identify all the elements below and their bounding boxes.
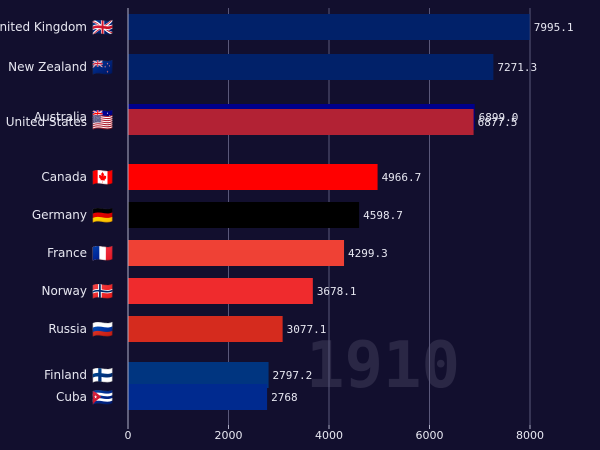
category-label: New Zealand [8,60,87,74]
bars: 7995.1 United Kingdom 🇬🇧 7271.3 New Zealand 🇳… [0,14,574,410]
flag-icon: 🇫🇷 [92,244,113,264]
category-label: United Kingdom [0,20,87,34]
x-tick-label: 8000 [516,429,544,442]
category-label: Russia [48,322,87,336]
x-tick-label: 0 [125,429,132,442]
value-label: 6899.0 [479,111,519,124]
x-tick-label: 6000 [416,429,444,442]
flag-icon: 🇦🇺 [92,107,113,128]
value-label: 7995.1 [534,21,574,34]
category-label: Canada [41,170,87,184]
flag-icon: 🇩🇪 [92,206,113,226]
value-label: 4299.3 [348,247,388,260]
bar [128,14,530,40]
flag-icon: 🇫🇮 [92,366,113,386]
x-tick-label: 4000 [315,429,343,442]
value-label: 3077.1 [287,323,327,336]
bar [128,202,360,228]
flag-icon: 🇬🇧 [92,18,113,38]
bar [128,54,494,80]
value-label: 3678.1 [317,285,357,298]
value-label: 2797.2 [273,369,313,382]
value-label: 2768 [271,391,298,404]
bar [128,384,268,410]
value-label: 4966.7 [382,171,422,184]
category-label: Germany [32,208,87,222]
value-label: 7271.3 [497,61,537,74]
category-label: France [47,246,87,260]
bar [128,109,474,135]
bar [128,164,378,190]
x-tick-label: 2000 [215,429,243,442]
category-label: Norway [41,284,87,298]
flag-icon: 🇳🇿 [92,58,113,78]
bar [128,316,283,342]
bar [128,240,345,266]
category-label: Finland [44,368,87,382]
flag-icon: 🇨🇦 [92,168,113,188]
flag-icon: 🇳🇴 [92,282,113,302]
category-label: Australia [34,110,87,124]
category-label: United States [6,115,87,129]
x-axis: 0 2000 4000 6000 8000 [125,8,544,442]
category-label: Cuba [56,390,87,404]
flag-icon: 🇷🇺 [92,320,113,340]
bar [128,278,313,304]
value-label: 6877.5 [478,116,518,129]
year-watermark: 1910 [306,329,460,403]
flag-icon: 🇺🇸 [92,113,113,133]
flag-icon: 🇨🇺 [92,388,113,408]
value-label: 4598.7 [363,209,403,222]
bar [128,362,269,388]
